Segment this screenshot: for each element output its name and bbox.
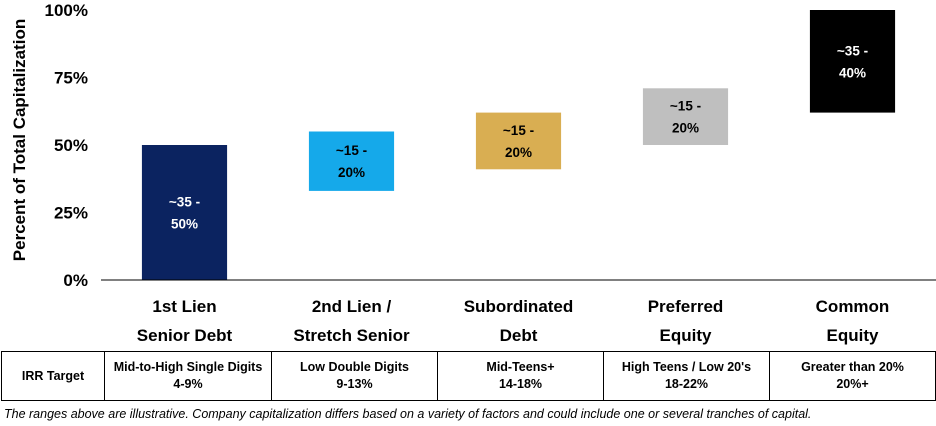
bar bbox=[809, 10, 896, 113]
bar-value-label: ~15 -20% bbox=[503, 123, 534, 160]
y-tick-label: 0% bbox=[63, 271, 88, 290]
y-tick-label: 50% bbox=[54, 136, 88, 155]
irr-target-table: IRR Target Mid-to-High Single Digits 4-9… bbox=[1, 351, 936, 401]
bar bbox=[308, 131, 395, 191]
y-tick-label: 100% bbox=[45, 1, 88, 20]
irr-target-cell: Greater than 20% 20%+ bbox=[769, 351, 936, 401]
bar bbox=[475, 112, 562, 170]
x-tick-label: 2nd Lien / Stretch Senior bbox=[293, 297, 410, 345]
capitalization-chart: 0% 25% 50% 75% 100% ~35 -50% ~15 -20% ~15 -20% ~… bbox=[45, 1, 936, 345]
irr-target-cell: Mid-Teens+ 14-18% bbox=[437, 351, 604, 401]
y-axis-title-text: Percent of Total Capitalization bbox=[10, 18, 29, 262]
irr-target-cell: Low Double Digits 9-13% bbox=[271, 351, 438, 401]
irr-target-header: IRR Target bbox=[1, 351, 105, 401]
bar bbox=[642, 88, 729, 145]
x-tick-label: Preferred Equity bbox=[648, 297, 724, 345]
y-axis-title: Percent of Total Capitalization bbox=[10, 0, 30, 280]
bar-value-label: ~35 -40% bbox=[837, 43, 868, 80]
x-tick-label: 1st Lien Senior Debt bbox=[137, 297, 233, 345]
bar-value-label: ~35 -50% bbox=[169, 195, 200, 232]
irr-target-cell: Mid-to-High Single Digits 4-9% bbox=[104, 351, 272, 401]
x-tick-label: Subordinated Debt bbox=[464, 297, 574, 345]
y-tick-label: 75% bbox=[54, 69, 88, 88]
irr-target-row: IRR Target Mid-to-High Single Digits 4-9… bbox=[1, 351, 936, 401]
x-tick-label: Common Equity bbox=[816, 297, 890, 345]
footnote: The ranges above are illustrative. Compa… bbox=[4, 407, 812, 421]
bar bbox=[141, 145, 228, 280]
y-tick-label: 25% bbox=[54, 204, 88, 223]
bar-value-label: ~15 -20% bbox=[670, 99, 701, 136]
bar-value-label: ~15 -20% bbox=[336, 143, 367, 180]
irr-target-cell: High Teens / Low 20's 18-22% bbox=[603, 351, 770, 401]
